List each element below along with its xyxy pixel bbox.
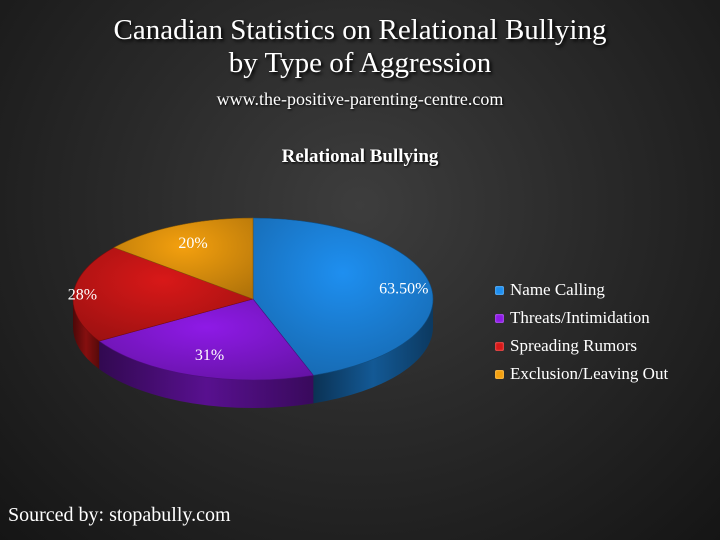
legend-swatch-exclusion	[495, 369, 504, 379]
legend-label-name-calling: Name Calling	[510, 280, 605, 299]
legend-swatch-spreading-rumors	[495, 341, 504, 351]
source-credit: Sourced by: stopabully.com	[8, 504, 231, 526]
legend-label-exclusion: Exclusion/Leaving Out	[510, 364, 669, 383]
legend-label-threats: Threats/Intimidation	[510, 308, 650, 327]
pie-side-spreading-rumors	[73, 299, 100, 370]
legend-item-name-calling: Name Calling	[495, 276, 668, 304]
data-label-exclusion-leaving-out: 20%	[178, 235, 207, 252]
website-url: www.the-positive-parenting-centre.com	[216, 89, 504, 109]
legend-item-spreading-rumors: Spreading Rumors	[495, 332, 668, 360]
pie-slice-name-calling	[252, 217, 434, 376]
slide-title: Canadian Statistics on Relational Bullyi…	[0, 14, 720, 80]
pie-side-threats-intimidation	[99, 341, 314, 408]
slide-title-line-1: Canadian Statistics on Relational Bullyi…	[113, 14, 607, 46]
chart-legend: Name Calling Threats/Intimidation Spread…	[495, 276, 668, 388]
legend-label-spreading-rumors: Spreading Rumors	[510, 336, 638, 355]
legend-swatch-threats	[495, 313, 504, 323]
pie-slice-threats-intimidation	[98, 298, 314, 381]
chart-title: Relational Bullying	[281, 146, 439, 167]
pie-slice-exclusion-leaving-out	[113, 217, 254, 300]
data-label-name-calling: 63.50%	[379, 280, 428, 297]
data-label-spreading-rumors: 28%	[68, 286, 97, 303]
legend-item-threats: Threats/Intimidation	[495, 304, 668, 332]
data-label-threats-intimidation: 31%	[195, 347, 224, 364]
legend-item-exclusion: Exclusion/Leaving Out	[495, 360, 668, 388]
legend-swatch-name-calling	[495, 285, 504, 295]
pie-side-name-calling	[313, 299, 433, 404]
slide-title-line-2: by Type of Aggression	[228, 47, 492, 79]
pie-slice-spreading-rumors	[72, 247, 254, 342]
